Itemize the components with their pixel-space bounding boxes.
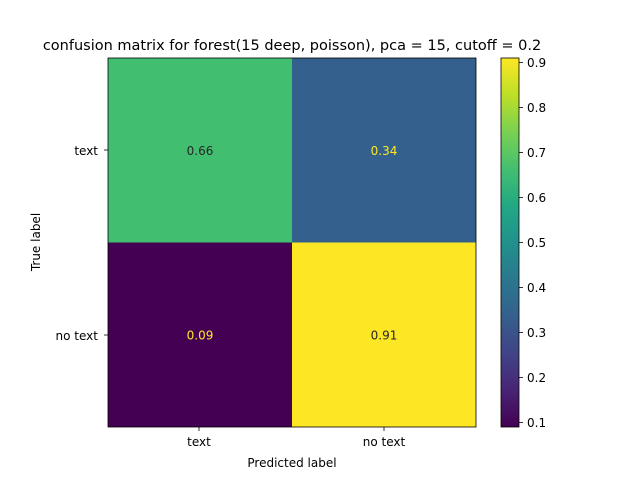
colorbar-tick-label: 0.5 <box>527 236 546 250</box>
x-tick-label-text: text <box>187 435 211 449</box>
heatmap-cell-labels: 0.66 0.34 0.09 0.91 <box>187 144 398 343</box>
heatmap-cell <box>108 58 292 243</box>
colorbar-tick-label: 0.8 <box>527 101 546 115</box>
heatmap-cell-label: 0.91 <box>371 328 398 342</box>
heatmap-cell-label: 0.34 <box>371 144 398 158</box>
heatmap-cell <box>108 242 292 427</box>
colorbar-tick-label: 0.6 <box>527 191 546 205</box>
colorbar-tick-label: 0.9 <box>527 56 546 70</box>
chart-title: confusion matrix for forest(15 deep, poi… <box>43 38 541 54</box>
heatmap-cell-label: 0.09 <box>187 328 214 342</box>
colorbar-tick-label: 0.1 <box>527 416 546 430</box>
y-axis: text no text True label <box>29 144 108 343</box>
colorbar-ticks: 0.1 0.2 0.3 0.4 0.5 0.6 0.7 0.8 0.9 <box>519 56 546 430</box>
x-axis: text no text Predicted label <box>187 427 406 470</box>
heatmap-cell-label: 0.66 <box>187 144 214 158</box>
heatmap-cells <box>108 58 476 427</box>
colorbar: 0.1 0.2 0.3 0.4 0.5 0.6 0.7 0.8 0.9 <box>500 56 546 430</box>
x-tick-label-no-text: no text <box>363 435 406 449</box>
heatmap-cell <box>292 58 476 243</box>
x-axis-label: Predicted label <box>247 456 336 470</box>
y-axis-label: True label <box>29 213 43 272</box>
heatmap-plot-area: 0.66 0.34 0.09 0.91 <box>107 57 477 428</box>
plot-frame <box>107 57 477 428</box>
colorbar-gradient <box>501 58 519 427</box>
colorbar-tick-label: 0.4 <box>527 281 546 295</box>
y-tick-label-text: text <box>74 144 98 158</box>
colorbar-tick-label: 0.3 <box>527 326 546 340</box>
heatmap-cell <box>292 242 476 427</box>
y-tick-label-no-text: no text <box>56 329 99 343</box>
colorbar-tick-label: 0.2 <box>527 371 546 385</box>
colorbar-tick-label: 0.7 <box>527 146 546 160</box>
